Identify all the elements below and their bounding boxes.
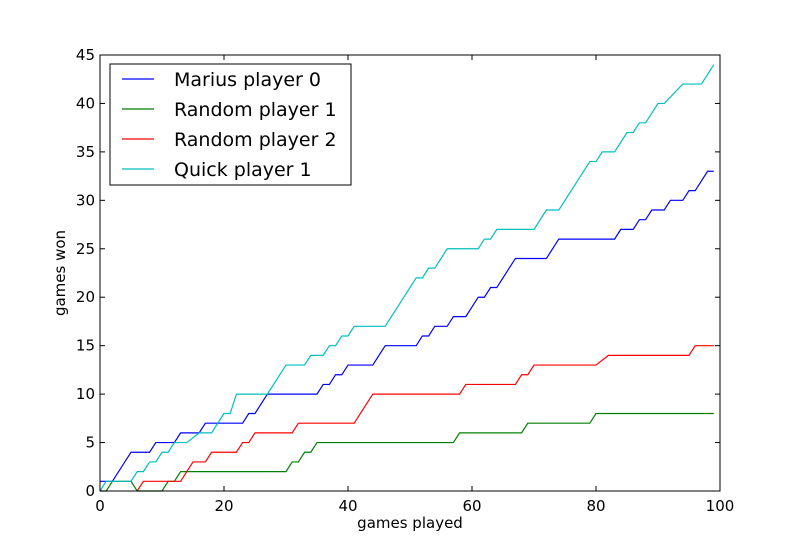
series-line-3	[99, 64, 715, 492]
legend-label-2: Random player 2	[174, 129, 337, 151]
y-tick-label: 20	[76, 288, 95, 306]
x-tick-label: 100	[706, 497, 735, 515]
x-tick-label: 80	[586, 497, 605, 515]
y-tick-label: 25	[76, 240, 95, 258]
y-axis-label: games won	[51, 230, 69, 316]
series-line-1	[100, 412, 714, 492]
y-tick-label: 0	[85, 482, 95, 500]
x-axis-label: games played	[357, 514, 463, 532]
series-line-2	[136, 345, 714, 492]
legend-label-0: Marius player 0	[174, 69, 321, 91]
series-line-0	[100, 170, 714, 482]
plot-frame	[99, 54, 721, 492]
y-tick-label: 5	[85, 434, 95, 452]
y-tick-label: 40	[76, 94, 95, 112]
legend-label-1: Random player 1	[174, 99, 337, 121]
x-tick-label: 20	[214, 497, 233, 515]
y-tick-label: 10	[76, 385, 95, 403]
ticks-layer: 0 20 40 60 80 100 0 5 10 15 20 25 30 35 40 45	[76, 46, 734, 515]
y-tick-label: 30	[76, 191, 95, 209]
legend-label-3: Quick player 1	[174, 159, 312, 181]
y-tick-label: 15	[76, 337, 95, 355]
y-tick-label: 35	[76, 143, 95, 161]
x-tick-label: 60	[462, 497, 481, 515]
series-layer	[99, 64, 715, 492]
legend: Marius player 0 Random player 1 Random pla…	[109, 63, 352, 186]
y-tick-label: 45	[76, 46, 95, 64]
x-tick-label: 40	[338, 497, 357, 515]
legend-box	[109, 63, 352, 186]
x-tick-label: 0	[95, 497, 105, 515]
